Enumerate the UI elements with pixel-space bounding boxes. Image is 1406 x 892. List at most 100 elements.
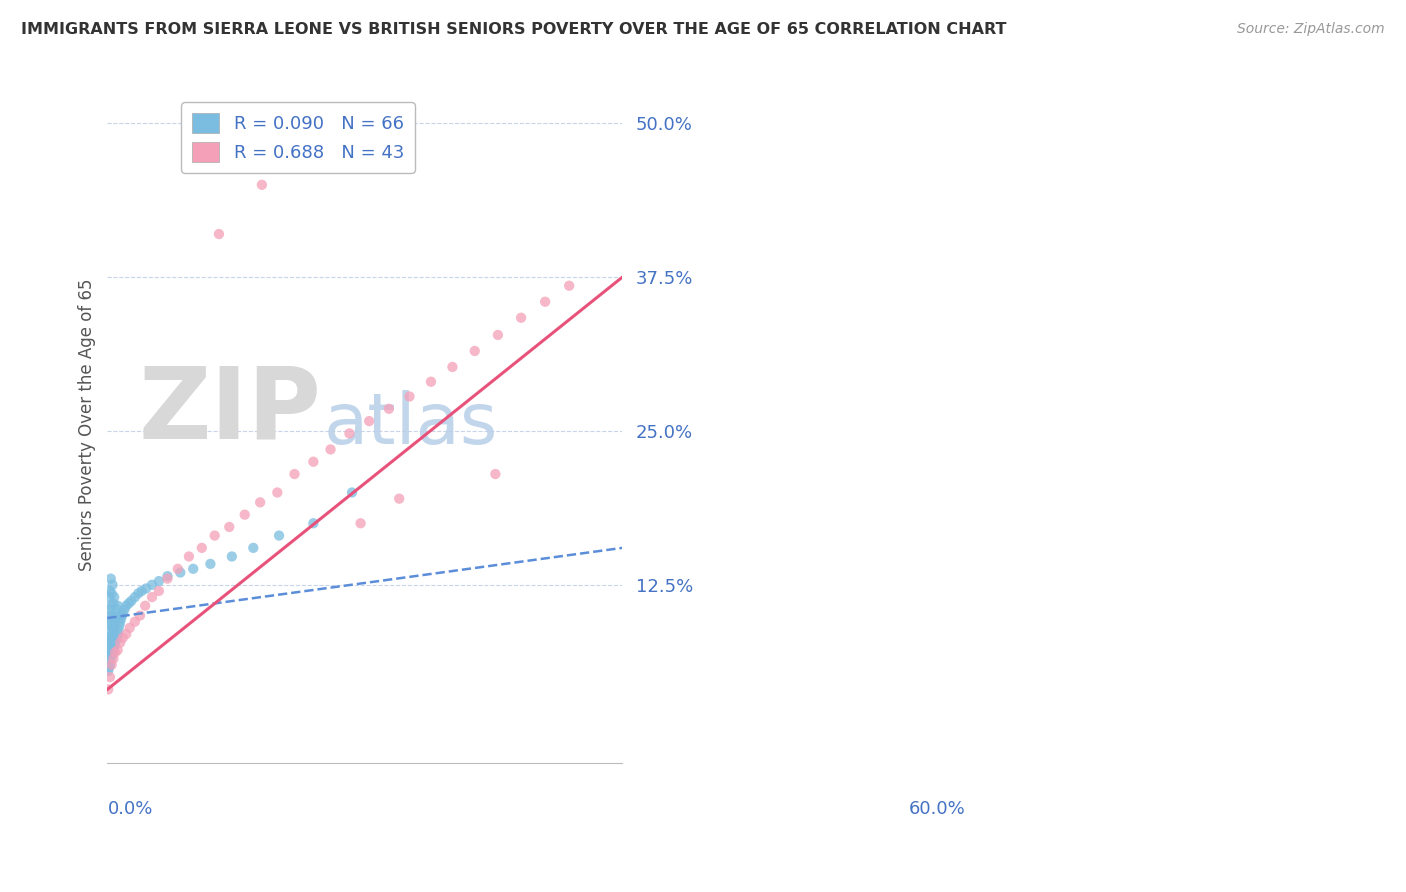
Point [105,631,128,645]
Point [124,615,146,629]
Point [98,602,121,616]
Point [110,615,132,629]
Point [340,485,363,500]
Point [534,294,557,309]
Point [218,520,240,534]
Point [204,528,226,542]
Point [101,578,124,592]
Point [98,631,121,645]
Point [115,599,138,613]
Point [302,516,325,531]
Point [156,569,179,583]
Point [120,594,142,608]
Point [104,645,127,659]
Point [107,643,129,657]
Point [110,611,132,625]
Point [100,648,122,662]
Point [101,645,124,659]
Point [111,608,134,623]
Point [97,682,120,697]
Point [103,651,125,665]
Point [135,582,157,596]
Point [98,643,121,657]
Point [266,485,288,500]
Point [129,608,152,623]
Point [181,562,204,576]
Point [104,635,127,649]
Point [484,467,506,481]
Point [249,495,271,509]
Point [100,612,122,626]
Point [349,516,371,531]
Point [103,643,125,657]
Point [156,572,179,586]
Point [420,375,443,389]
Point [98,660,121,674]
Point [134,599,156,613]
Point [141,590,163,604]
Point [302,455,325,469]
Point [283,467,305,481]
Point [118,596,141,610]
Point [100,657,122,672]
Point [107,627,129,641]
Point [98,590,121,604]
Text: 60.0%: 60.0% [908,800,966,819]
Point [378,401,401,416]
Point [100,630,122,644]
Point [486,328,509,343]
Point [107,599,129,613]
Point [100,586,122,600]
Point [104,615,127,629]
Point [319,442,342,457]
Point [250,178,273,192]
Point [114,602,136,616]
Point [98,624,121,638]
Point [200,557,222,571]
Point [101,627,124,641]
Point [359,414,381,428]
Point [103,596,125,610]
Point [221,549,243,564]
Text: Source: ZipAtlas.com: Source: ZipAtlas.com [1237,22,1385,37]
Point [558,278,581,293]
Point [97,648,120,662]
Point [104,608,127,623]
Point [100,633,122,648]
Point [100,651,122,665]
Text: IMMIGRANTS FROM SIERRA LEONE VS BRITISH SENIORS POVERTY OVER THE AGE OF 65 CORRE: IMMIGRANTS FROM SIERRA LEONE VS BRITISH … [21,22,1007,37]
Point [166,562,188,576]
Point [267,528,290,542]
Point [233,508,256,522]
Point [100,572,122,586]
Point [510,310,533,325]
Point [97,664,120,678]
Point [97,635,120,649]
Point [118,621,141,635]
Point [398,390,420,404]
Point [127,586,149,600]
Point [101,608,124,623]
Point [441,359,464,374]
Point [103,618,125,632]
Text: atlas: atlas [323,391,498,459]
Point [339,426,361,441]
Point [111,631,134,645]
Point [115,627,138,641]
Text: 0.0%: 0.0% [107,800,153,819]
Point [103,624,125,638]
Point [105,602,128,616]
Point [100,599,122,613]
Point [124,590,146,604]
Point [104,633,127,648]
Point [148,574,170,588]
Point [98,608,121,623]
Point [98,583,121,598]
Point [131,583,153,598]
Y-axis label: Seniors Poverty Over the Age of 65: Seniors Poverty Over the Age of 65 [79,278,96,571]
Point [97,615,120,629]
Point [110,635,132,649]
Point [141,578,163,592]
Point [177,549,200,564]
Point [208,227,231,241]
